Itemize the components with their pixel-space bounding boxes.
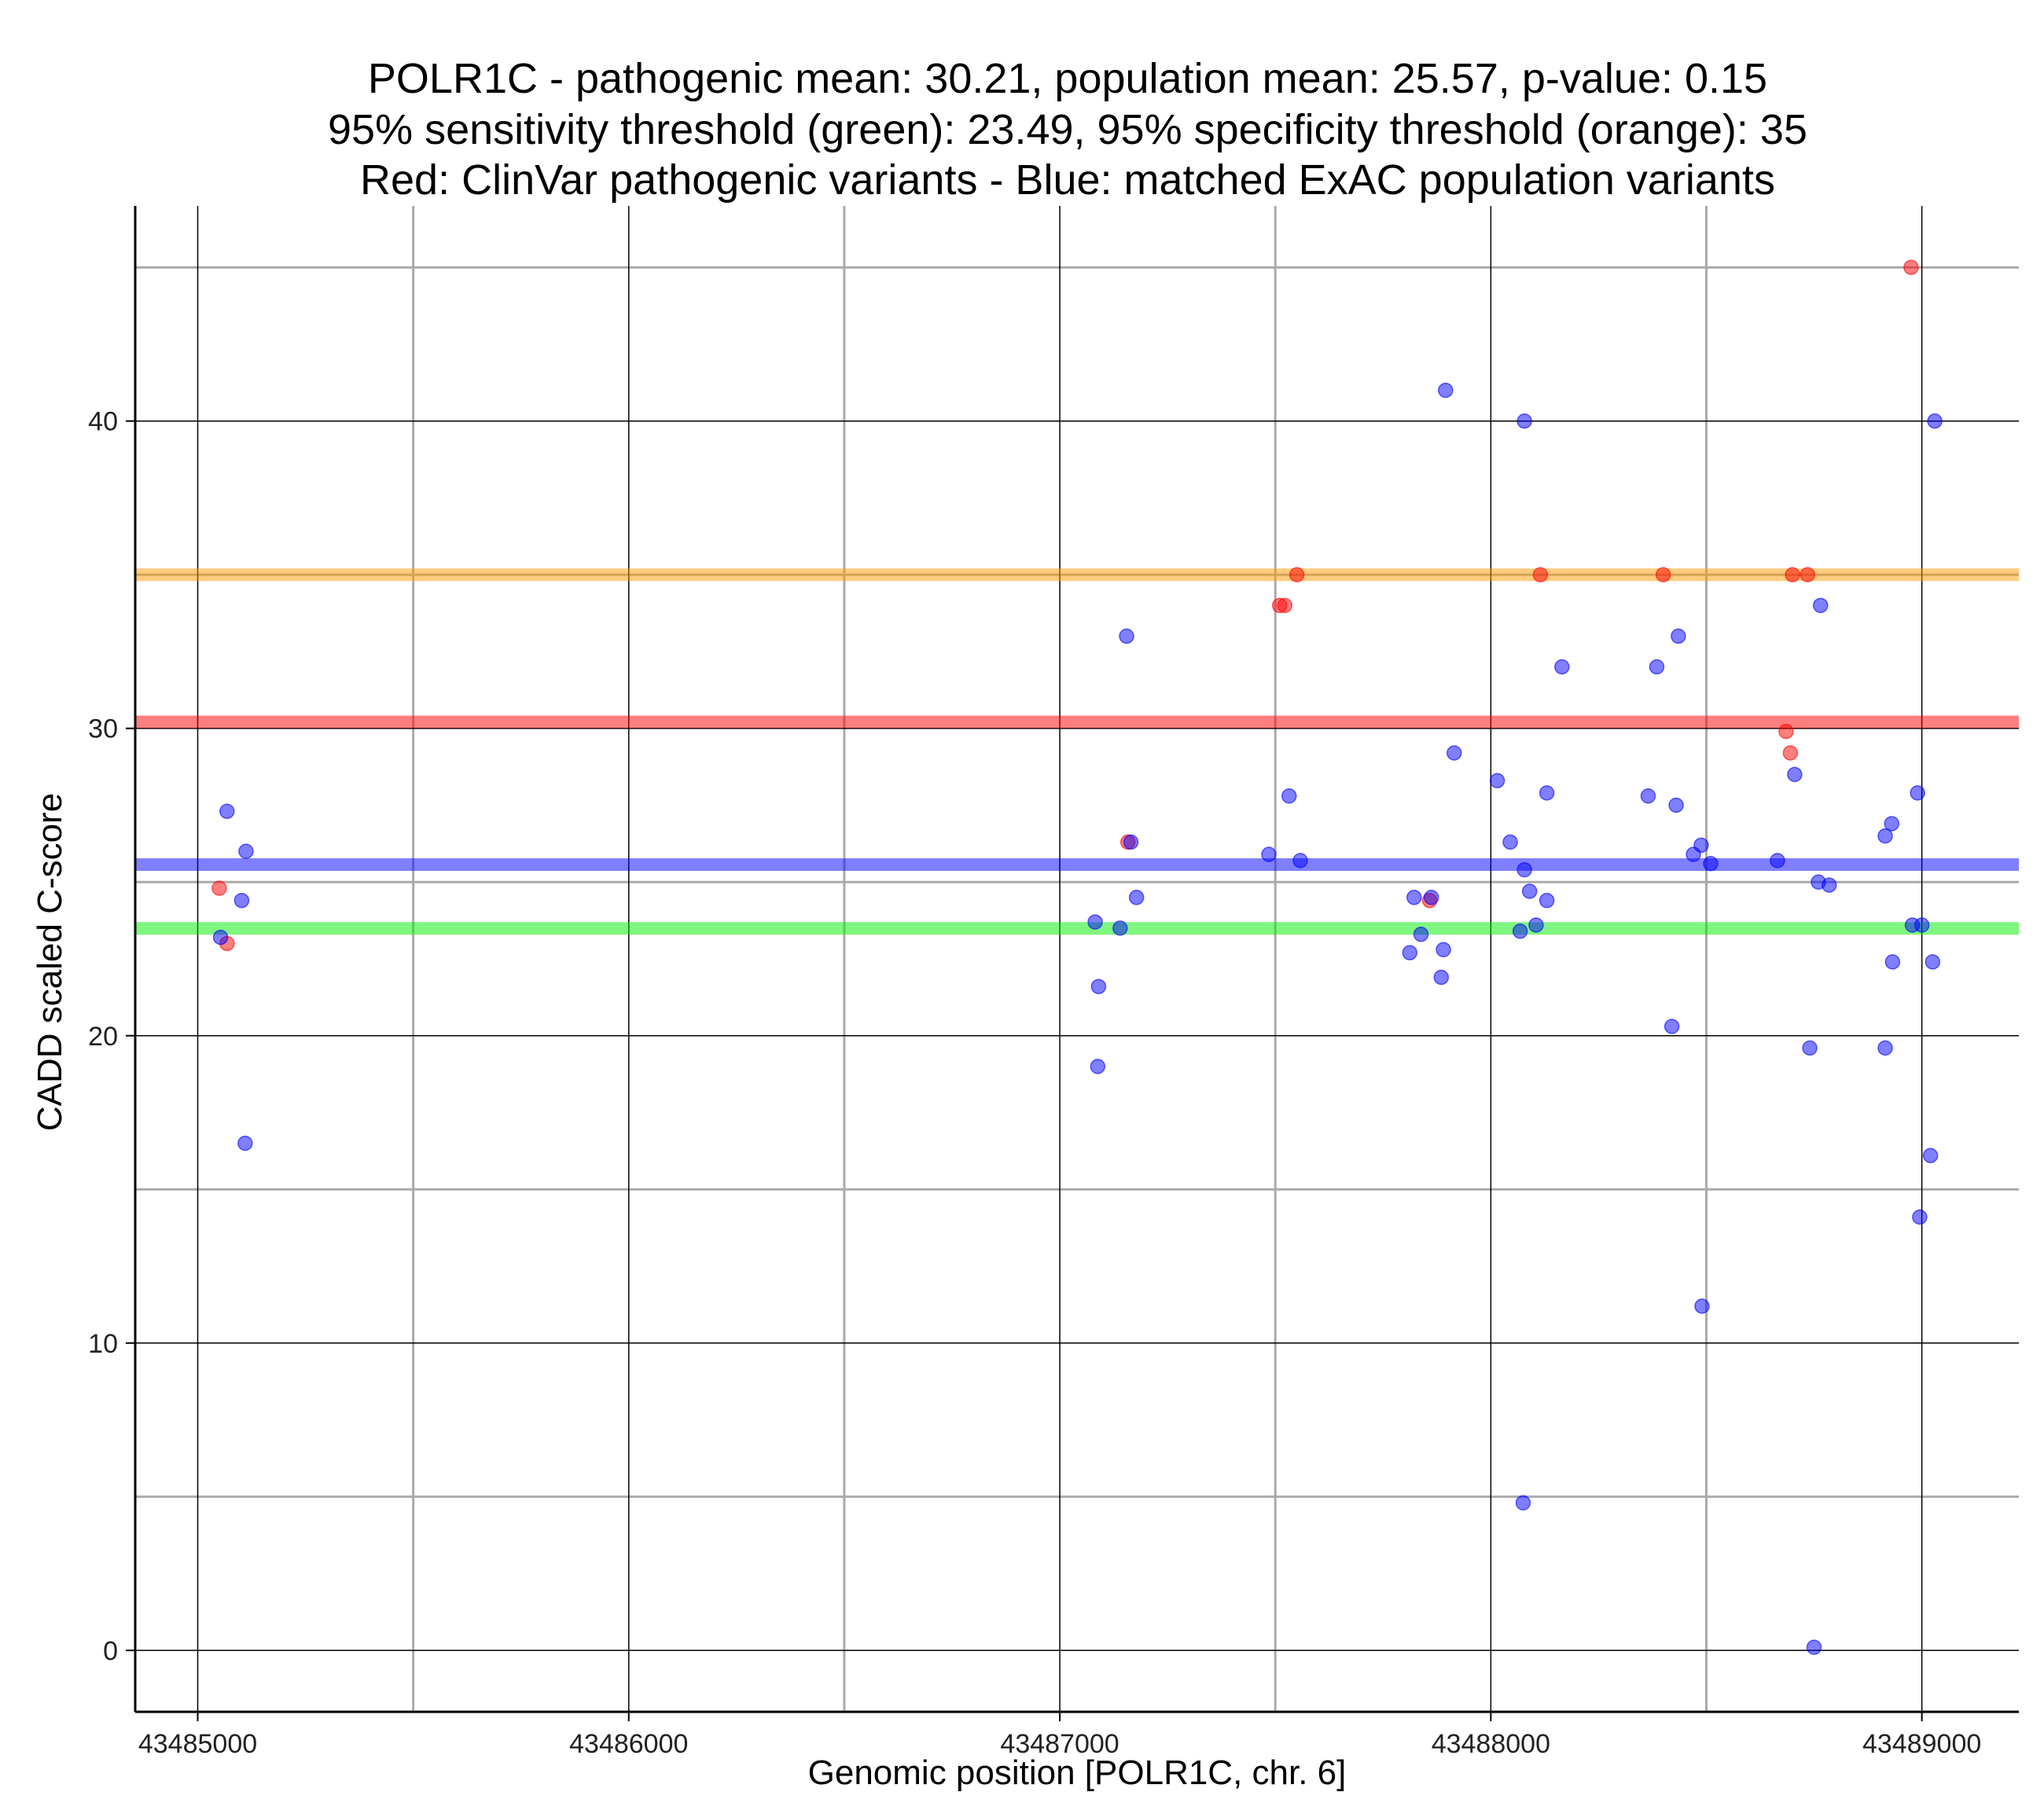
- y-tick-label: 30: [88, 714, 118, 744]
- population-point: [1927, 413, 1943, 429]
- population-point: [1640, 788, 1656, 804]
- axes: [134, 206, 2019, 1713]
- y-tick-label: 40: [88, 407, 118, 437]
- population-point: [1406, 890, 1422, 905]
- population-point: [1489, 773, 1505, 788]
- population-point: [237, 1135, 253, 1151]
- pathogenic-point: [1782, 745, 1799, 761]
- population-point: [1515, 1495, 1531, 1511]
- population-point: [1877, 1040, 1893, 1056]
- population-point: [1402, 945, 1418, 960]
- population-point: [1090, 1059, 1106, 1074]
- population-point: [1694, 1298, 1710, 1314]
- population-point: [219, 803, 235, 820]
- population-point: [1123, 834, 1139, 850]
- population-point: [233, 892, 250, 909]
- x-tick-label: 43485000: [138, 1729, 257, 1759]
- population-point: [1090, 979, 1107, 994]
- population-point: [1693, 837, 1709, 854]
- data-points: [211, 259, 1943, 1655]
- population-point: [1664, 1019, 1680, 1034]
- population-point: [1261, 846, 1277, 862]
- population-point: [1925, 954, 1941, 970]
- population-point: [1671, 628, 1686, 644]
- population-point: [212, 929, 229, 946]
- population-point: [1112, 920, 1128, 936]
- population-point: [1516, 861, 1532, 878]
- y-tick-label: 20: [88, 1022, 118, 1052]
- population-point: [1922, 1148, 1939, 1164]
- population-point: [1502, 834, 1518, 850]
- population-point: [1512, 924, 1528, 939]
- population-point: [1539, 892, 1555, 909]
- x-axis-label: Genomic position [POLR1C, chr. 6]: [808, 1753, 1347, 1792]
- population-point: [1423, 890, 1439, 905]
- population-point: [1554, 659, 1570, 675]
- population-point: [1649, 659, 1665, 675]
- pathogenic-point: [211, 880, 227, 896]
- title-line-2: 95% sensitivity threshold (green): 23.49…: [328, 106, 1807, 153]
- y-tick-label: 0: [103, 1636, 118, 1666]
- population-point: [1281, 788, 1297, 804]
- population-point: [1292, 853, 1308, 868]
- population-point: [1438, 382, 1454, 398]
- x-tick-label: 43489000: [1862, 1729, 1981, 1759]
- pathogenic-point: [1785, 567, 1800, 582]
- pathogenic-point: [1800, 567, 1816, 582]
- population-point: [1703, 856, 1719, 872]
- population-point: [1877, 828, 1893, 844]
- population-point: [1433, 969, 1450, 986]
- population-point: [1884, 816, 1900, 832]
- title-line-3: Red: ClinVar pathogenic variants - Blue:…: [360, 156, 1775, 204]
- population-point: [1806, 1640, 1822, 1655]
- reference-lines: [135, 568, 2019, 935]
- pathogenic-point: [1289, 567, 1305, 582]
- population-point: [1802, 1040, 1818, 1056]
- pathogenic-point: [1532, 567, 1549, 582]
- population-point: [238, 843, 254, 859]
- population-point: [1087, 914, 1103, 930]
- minor-gridlines: [135, 206, 2019, 1712]
- y-axis-label: CADD scaled C-score: [31, 793, 69, 1131]
- population-point: [1446, 745, 1462, 761]
- population-point: [1912, 1209, 1928, 1225]
- population-point: [1521, 883, 1538, 899]
- pathogenic-point: [1778, 723, 1794, 740]
- x-tick-label: 43488000: [1432, 1729, 1550, 1759]
- y-tick-label: 10: [88, 1329, 118, 1359]
- pathogenic-point: [1903, 259, 1919, 275]
- x-tick-label: 43486000: [569, 1729, 688, 1759]
- population-point: [1813, 597, 1829, 614]
- population-point: [1822, 877, 1837, 893]
- population-point: [1910, 785, 1925, 801]
- population-point: [1668, 797, 1684, 813]
- population-point: [1528, 917, 1544, 933]
- major-gridlines: [135, 206, 2019, 1712]
- x-tick-label: 43487000: [1000, 1729, 1119, 1759]
- population-point: [1787, 766, 1803, 783]
- population-point: [1770, 853, 1785, 868]
- pathogenic-point: [1655, 567, 1671, 582]
- population-point: [1539, 785, 1555, 801]
- x-axis-ticks: 43485000 43486000 43487000 43488000 43489000: [138, 1712, 1981, 1759]
- population-point: [1913, 917, 1930, 933]
- population-point: [1128, 890, 1145, 905]
- y-axis-ticks: 0 10 20 30 40: [88, 407, 135, 1666]
- title-line-1: POLR1C - pathogenic mean: 30.21, populat…: [368, 55, 1767, 102]
- population-point: [1413, 926, 1429, 942]
- chart-title: POLR1C - pathogenic mean: 30.21, populat…: [328, 55, 1807, 204]
- population-point: [1119, 628, 1134, 644]
- population-point: [1436, 942, 1451, 958]
- population-point: [1884, 954, 1901, 970]
- pathogenic-point: [1277, 597, 1293, 614]
- population-point: [1516, 413, 1532, 429]
